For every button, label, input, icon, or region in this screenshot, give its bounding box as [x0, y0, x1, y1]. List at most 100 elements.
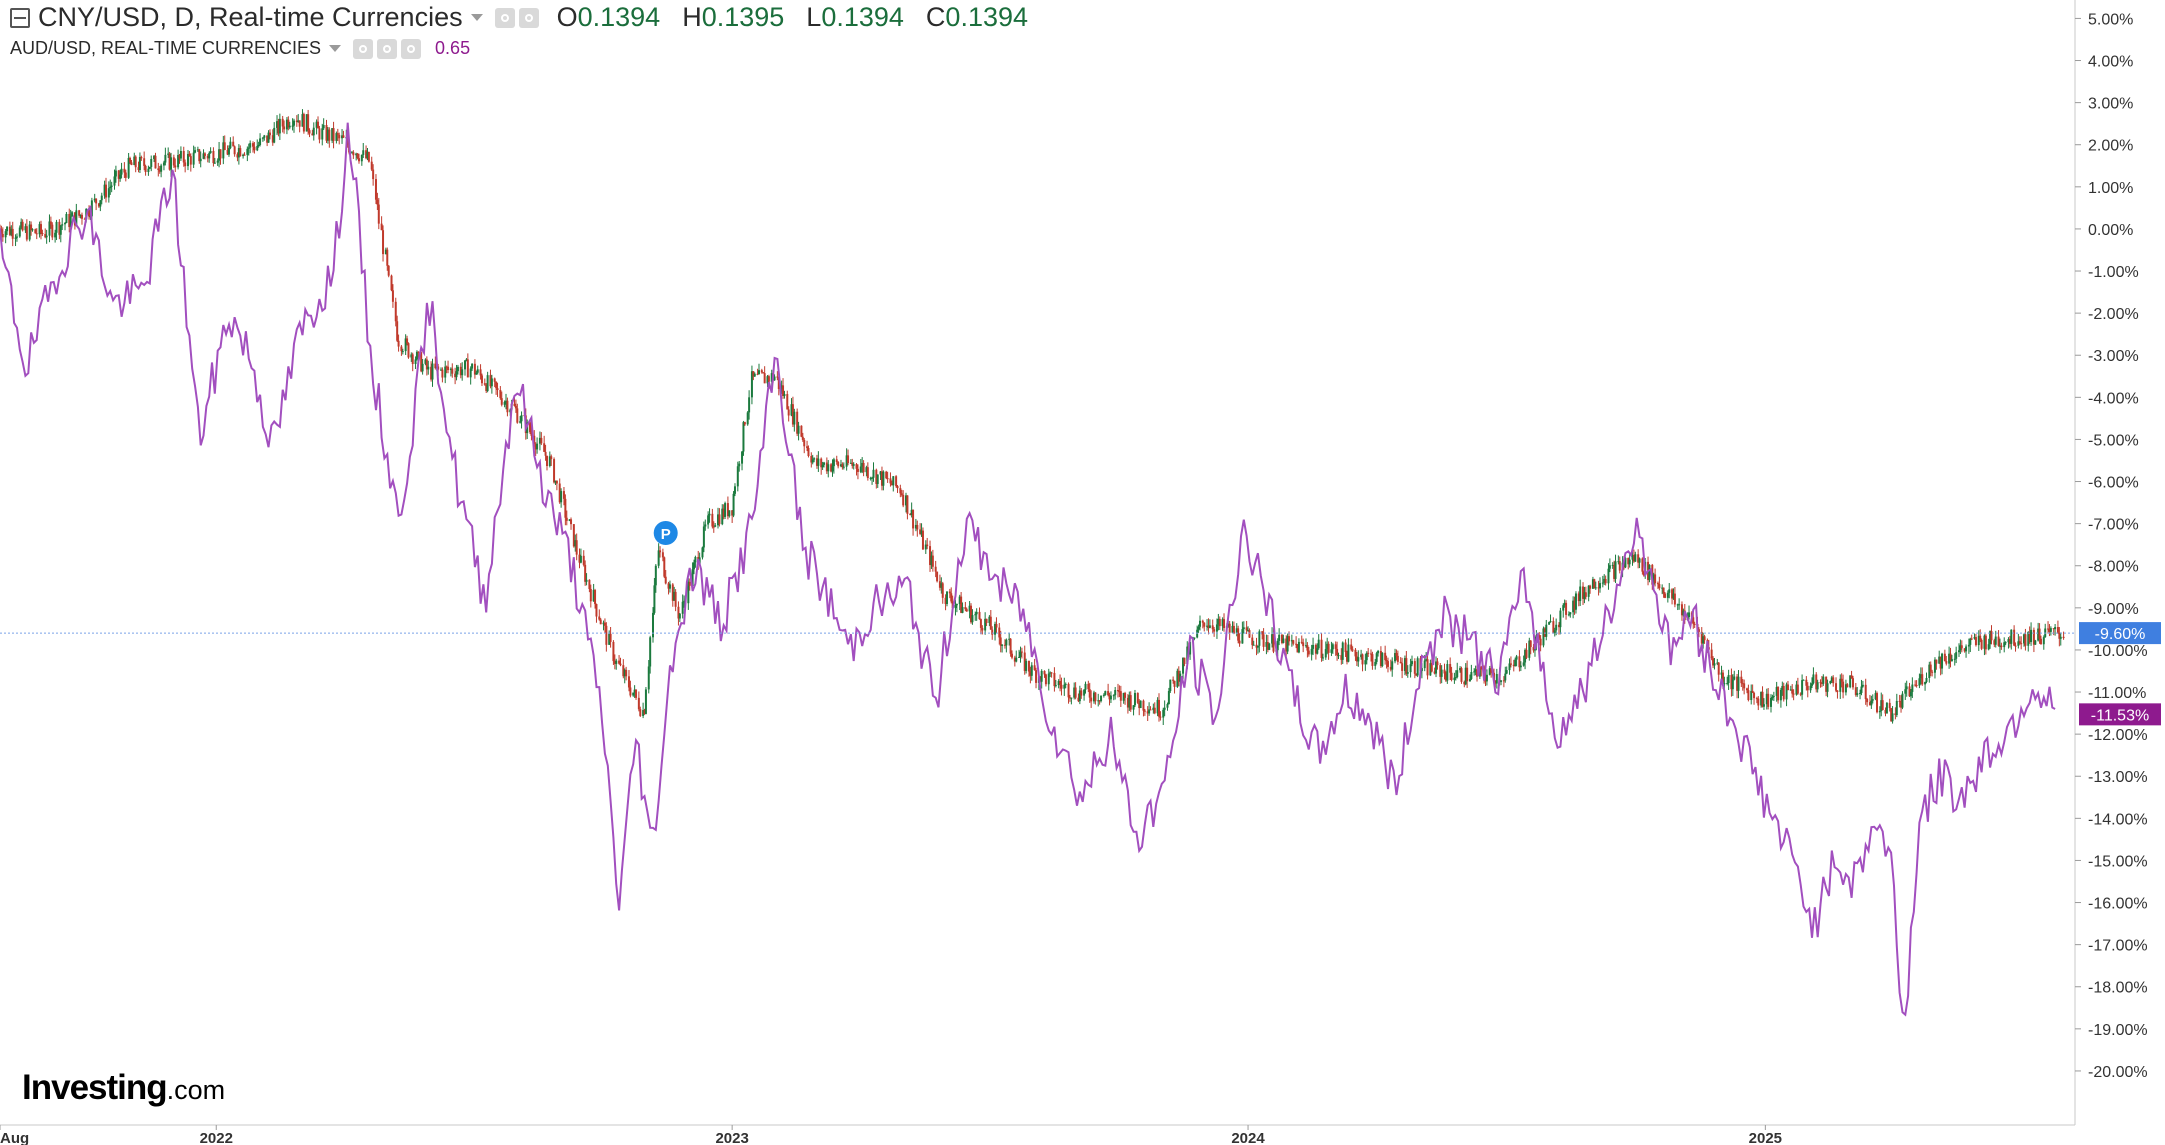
cny-candle: [331, 128, 334, 144]
candle-body: [134, 156, 137, 168]
cny-candle: [466, 353, 469, 378]
candle-body: [801, 436, 804, 440]
event-marker[interactable]: P: [653, 521, 678, 545]
cny-candle: [618, 655, 621, 665]
cny-candle: [114, 165, 117, 183]
cny-candle: [615, 658, 618, 670]
cny-candle: [1846, 683, 1849, 688]
cny-candle: [1935, 659, 1938, 670]
candle-body: [1983, 635, 1986, 649]
gear-icon[interactable]: [377, 38, 398, 59]
candle-body: [321, 128, 324, 140]
cny-candle: [988, 615, 991, 627]
eye-icon[interactable]: [494, 7, 515, 28]
cny-candle: [872, 462, 875, 482]
candle-body: [1158, 699, 1161, 717]
cny-candle: [1792, 689, 1795, 701]
candle-body: [1360, 654, 1363, 658]
gear-icon[interactable]: [518, 7, 539, 28]
cny-candle: [851, 458, 854, 469]
candle-body: [2003, 642, 2006, 648]
candle-body: [189, 156, 192, 165]
candle-body: [1258, 631, 1261, 646]
cny-candles: [0, 109, 2065, 726]
cny-candle: [182, 146, 185, 167]
cny-candle: [100, 192, 103, 205]
cny-candle: [1439, 663, 1442, 684]
candle-body: [30, 224, 33, 231]
cny-candle: [370, 156, 373, 172]
candle-body: [370, 161, 373, 170]
candle-body: [1750, 690, 1753, 701]
candle-body: [731, 510, 734, 516]
cny-candle: [2004, 641, 2007, 646]
cny-candle: [18, 225, 21, 238]
cny-candle: [1060, 677, 1063, 696]
candle-body: [2027, 632, 2030, 646]
cny-candle: [1552, 617, 1555, 634]
candle-body: [1642, 571, 1645, 576]
cny-candle: [164, 147, 167, 166]
cny-candle: [975, 608, 978, 621]
cny-candle: [239, 145, 242, 157]
candle-body: [1228, 623, 1231, 633]
candle-body: [424, 359, 427, 364]
cny-candle: [464, 360, 467, 376]
candle-body: [34, 229, 37, 234]
candle-body: [150, 158, 153, 167]
cny-candle: [1330, 641, 1333, 657]
cny-candle: [644, 687, 647, 715]
cny-candle: [404, 334, 407, 356]
candle-body: [945, 591, 948, 604]
candle-body: [2017, 641, 2020, 646]
candle-body: [1840, 678, 1843, 682]
candle-body: [746, 412, 749, 425]
close-icon[interactable]: [401, 38, 422, 59]
cny-candle: [168, 151, 171, 171]
chevron-down-icon[interactable]: [329, 45, 342, 52]
x-tick-label: 2023: [715, 1130, 748, 1145]
candle-body: [305, 114, 308, 132]
y-tick-label: -20.00%: [2088, 1064, 2148, 1081]
candle-body: [1795, 684, 1798, 695]
candle-body: [2039, 638, 2042, 645]
candle-body: [1948, 653, 1951, 664]
candle-body: [1563, 602, 1566, 606]
candle-body: [1969, 638, 1972, 645]
cny-candle: [1624, 556, 1627, 569]
candle-body: [505, 400, 508, 402]
candle-body: [2030, 629, 2033, 642]
cny-candle: [1955, 646, 1958, 664]
cny-candle: [1385, 655, 1388, 669]
candle-body: [562, 491, 565, 499]
candle-body: [1589, 585, 1592, 589]
candle-body: [1025, 660, 1028, 671]
eye-icon[interactable]: [353, 38, 374, 59]
cny-candle: [59, 224, 62, 243]
candle-body: [500, 398, 503, 405]
chevron-down-icon[interactable]: [470, 14, 483, 21]
cny-candle: [711, 508, 714, 529]
cny-candle: [671, 583, 674, 607]
candle-body: [1399, 661, 1402, 664]
candle-body: [1919, 674, 1922, 679]
candle-body: [1097, 700, 1100, 702]
candle-body: [1601, 582, 1604, 584]
cny-candle: [1589, 584, 1592, 594]
candle-body: [623, 669, 626, 677]
cny-candle: [493, 377, 496, 388]
cny-candle: [1463, 680, 1466, 688]
candle-body: [1344, 642, 1347, 653]
candle-body: [1384, 652, 1387, 661]
cny-candle: [1047, 668, 1050, 691]
cny-candle: [1634, 551, 1637, 562]
candle-body: [1772, 695, 1775, 697]
candle-body: [845, 455, 848, 467]
candle-body: [68, 213, 71, 228]
cny-candle: [140, 155, 143, 161]
collapse-icon[interactable]: [10, 7, 30, 28]
candle-body: [602, 622, 605, 625]
cny-candle: [1641, 557, 1644, 575]
cny-candle: [1245, 620, 1248, 635]
